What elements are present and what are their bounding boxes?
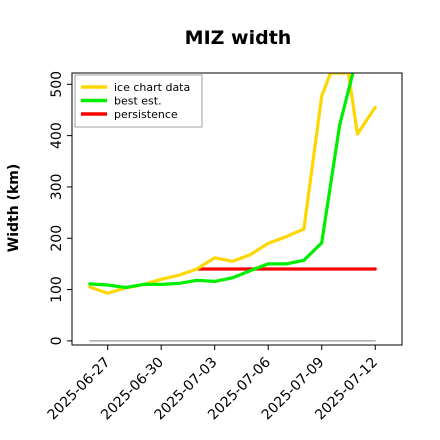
legend-label-persistence: persistence (114, 108, 178, 121)
series-line-best-est- (88, 73, 355, 290)
chart-title: MIZ width (185, 27, 292, 49)
y-tick-label: 200 (49, 225, 65, 252)
y-tick-label: 400 (49, 122, 65, 149)
y-tick-label: 300 (49, 174, 65, 201)
plot-frame (71, 72, 403, 346)
series-layer (88, 73, 377, 342)
legend-label-best-est-: best est. (114, 95, 162, 108)
y-tick-label: 500 (49, 71, 65, 98)
x-axis: 2025-06-272025-06-302025-07-032025-07-06… (45, 345, 381, 423)
y-tick-label: 100 (49, 276, 65, 303)
y-axis: 0 100 200 300 400 500 (49, 71, 72, 345)
y-axis-label: Width (km) (6, 164, 22, 253)
legend-label-ice-chart-data: ice chart data (114, 81, 190, 94)
y-tick-label: 0 (49, 336, 65, 345)
